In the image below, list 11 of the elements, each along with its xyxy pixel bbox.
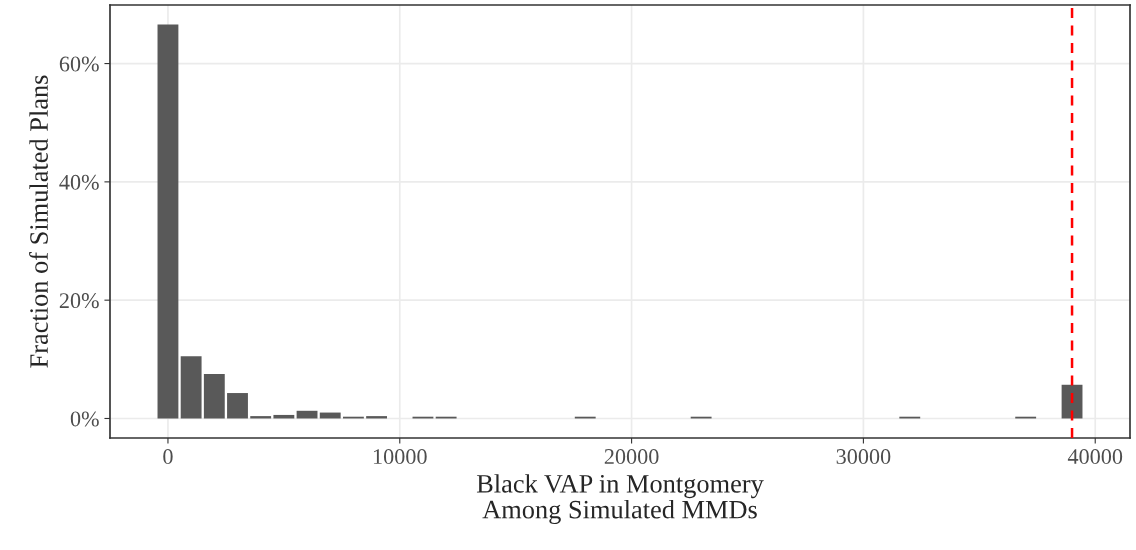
y-tick-label: 20% <box>59 293 99 309</box>
y-tick-label: 40% <box>59 174 99 190</box>
x-tick-label: 10000 <box>373 449 427 465</box>
x-axis-title: Black VAP in Montgomery Among Simulated MMDs <box>476 474 764 524</box>
x-tick-label: 30000 <box>836 449 891 465</box>
y-tick-label: 60% <box>59 56 99 72</box>
x-tick-label: 20000 <box>604 449 659 465</box>
x-tick-label: 0 <box>163 449 173 465</box>
y-tick-label: 0% <box>70 411 99 427</box>
y-axis-title: Fraction of Simulated Plans <box>29 75 48 368</box>
x-tick-label: 40000 <box>1067 449 1123 465</box>
